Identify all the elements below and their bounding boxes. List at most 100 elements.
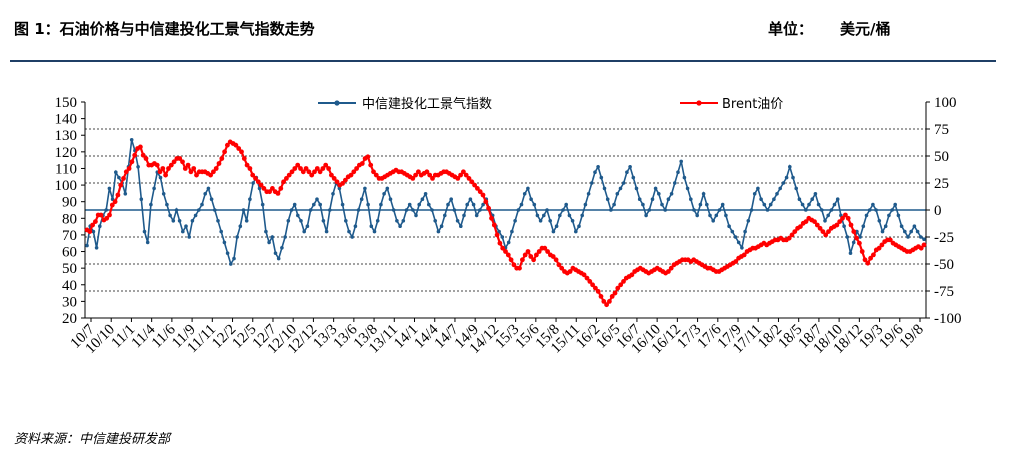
data-point (267, 240, 271, 245)
data-point (906, 235, 910, 239)
data-point (318, 202, 323, 207)
data-point (596, 165, 600, 169)
data-point (577, 224, 581, 228)
series-brent (84, 139, 927, 308)
data-point (786, 235, 792, 241)
data-point (542, 213, 546, 218)
data-point (483, 199, 489, 205)
data-point (197, 208, 201, 212)
data-point (115, 192, 121, 198)
data-point (171, 219, 176, 223)
data-point (436, 229, 441, 234)
data-point (158, 175, 163, 180)
data-point (427, 172, 433, 178)
data-point (919, 235, 923, 239)
data-point (807, 202, 811, 207)
data-point (567, 213, 572, 218)
data-point (698, 202, 703, 207)
data-point (160, 166, 166, 171)
data-point (229, 262, 233, 266)
legend-label: Brent油价 (722, 97, 783, 112)
data-point (804, 208, 808, 212)
data-point (219, 156, 225, 161)
data-point (823, 232, 829, 238)
data-point (90, 222, 95, 228)
data-point (430, 176, 435, 181)
data-point (165, 202, 169, 207)
data-point (114, 170, 118, 174)
data-point (391, 208, 396, 212)
data-point (561, 208, 565, 212)
data-point (826, 229, 831, 235)
data-point (359, 197, 364, 201)
data-point (506, 240, 511, 245)
data-point (334, 179, 340, 185)
data-point (136, 165, 140, 169)
data-point (711, 219, 715, 223)
data-point (845, 235, 850, 239)
data-point (864, 213, 869, 218)
data-point (625, 170, 629, 174)
data-point (305, 224, 310, 228)
data-point (727, 224, 731, 228)
data-point (781, 181, 786, 185)
data-point (604, 302, 609, 308)
data-point (637, 197, 642, 201)
data-point (644, 213, 648, 218)
data-point (480, 192, 486, 198)
data-point (584, 275, 590, 281)
data-point (462, 213, 466, 218)
data-point (303, 166, 309, 171)
data-point (717, 208, 722, 212)
data-point (759, 197, 763, 201)
data-point (510, 229, 514, 234)
y-right-tick-label: -100 (934, 311, 962, 327)
data-point (837, 219, 843, 225)
data-point (300, 169, 306, 175)
data-point (284, 176, 289, 181)
data-point (657, 192, 661, 196)
data-point (446, 202, 450, 207)
data-point (545, 249, 550, 254)
data-point (491, 222, 497, 228)
data-point (138, 144, 143, 150)
data-point (587, 279, 593, 284)
data-point (621, 279, 626, 284)
data-point (883, 224, 888, 228)
data-point (489, 215, 494, 221)
data-point (184, 224, 188, 228)
y-right-tick-label: 75 (934, 122, 949, 138)
legend-item-brent: Brent油价 (680, 97, 783, 112)
data-point (278, 186, 284, 191)
data-point (321, 219, 326, 223)
data-point (239, 149, 244, 155)
data-point (580, 213, 584, 218)
y-right-tick-label: -75 (934, 284, 954, 300)
data-point (320, 166, 326, 171)
y-left-tick-label: 140 (55, 112, 78, 128)
data-point (500, 235, 505, 239)
data-point (598, 294, 604, 299)
data-point (862, 257, 868, 263)
unit-value: 美元/桶 (840, 20, 891, 38)
data-point (219, 229, 223, 234)
data-point (93, 219, 98, 225)
data-point (685, 186, 690, 191)
data-point (590, 282, 595, 288)
data-point (401, 219, 406, 223)
data-point (315, 197, 319, 201)
data-point (621, 181, 626, 185)
data-point (631, 175, 636, 180)
data-point (736, 240, 741, 245)
y-left-tick-label: 40 (62, 278, 77, 294)
chart-series (84, 138, 927, 308)
data-point (816, 202, 821, 207)
data-point (679, 159, 683, 164)
data-point (851, 229, 857, 235)
data-point (143, 156, 149, 161)
y-left-tick-label: 130 (55, 128, 78, 144)
data-point (832, 202, 837, 207)
data-point (848, 251, 853, 255)
y-left-tick-label: 120 (55, 145, 78, 161)
data-point (121, 176, 126, 181)
